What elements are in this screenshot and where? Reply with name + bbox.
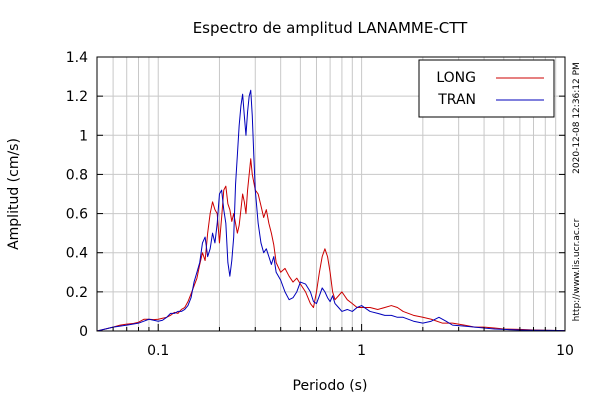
y-axis-label: Amplitud (cm/s)	[6, 138, 22, 250]
series-line-long	[96, 158, 566, 332]
y-tick-label: 1.4	[66, 50, 88, 66]
plot-frame	[96, 56, 566, 332]
y-tick-label: 1.2	[66, 89, 88, 105]
x-tick-label: 1	[357, 343, 366, 359]
legend-label-tran: TRAN	[437, 92, 476, 108]
timestamp-label: 2020-12-08 12:36:12 PM	[572, 62, 582, 174]
source-url-label: http://www.lis.ucr.ac.cr	[572, 218, 582, 321]
series-layer	[96, 89, 566, 332]
y-tick-label: 0.8	[66, 167, 88, 183]
legend-box	[418, 59, 555, 118]
x-axis-label: Periodo (s)	[293, 378, 368, 394]
y-tick-label: 1	[79, 128, 88, 144]
chart-title: Espectro de amplitud LANAMME-CTT	[193, 19, 468, 37]
tick-marks	[96, 56, 566, 332]
legend: LONG TRAN	[418, 59, 555, 118]
y-tick-label: 0.2	[66, 285, 88, 301]
x-tick-label: 10	[556, 343, 574, 359]
series-line-tran	[96, 89, 566, 332]
grid-lines	[96, 56, 566, 332]
tick-labels: 0 0.2 0.4 0.6 0.8 1 1.2 1.4 0.1 1 10	[66, 50, 574, 359]
x-tick-label: 0.1	[147, 343, 169, 359]
legend-label-long: LONG	[436, 70, 476, 86]
y-tick-label: 0	[79, 324, 88, 340]
y-tick-label: 0.6	[66, 207, 88, 223]
y-tick-label: 0.4	[66, 246, 88, 262]
